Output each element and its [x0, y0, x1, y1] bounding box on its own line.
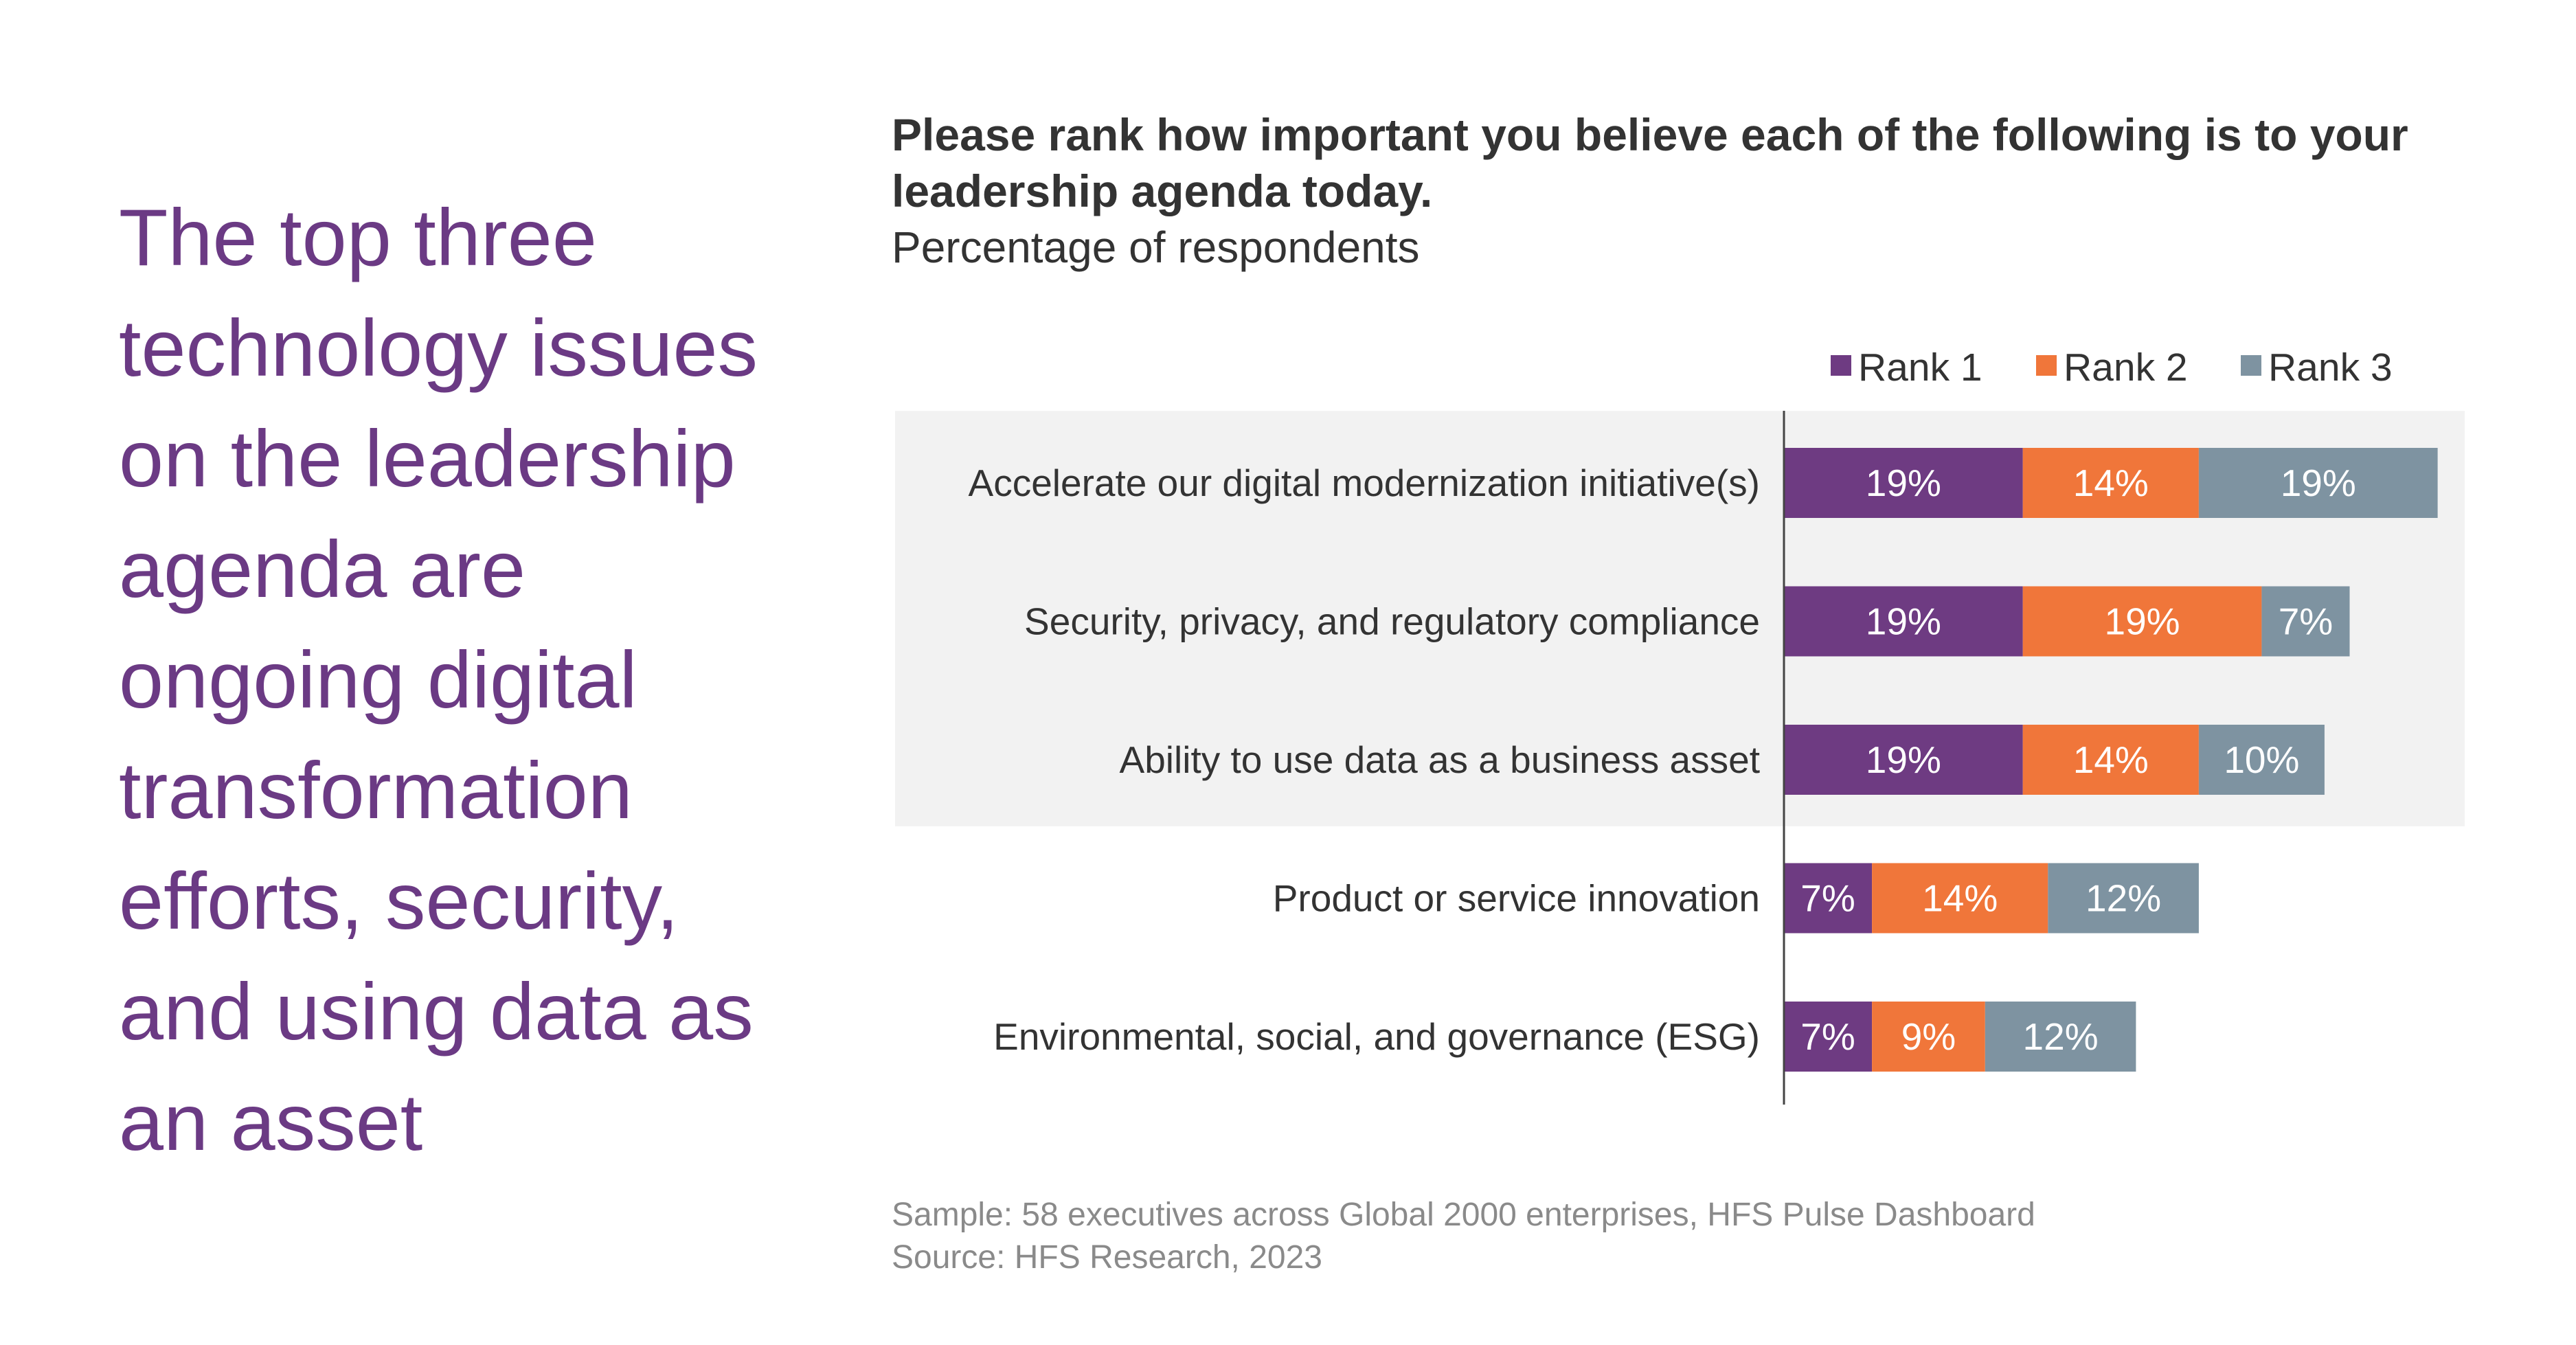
bar-segment-rank-1: [1784, 448, 2023, 518]
data-label: 14%: [2073, 738, 2149, 781]
category-labels-layer: Accelerate our digital modernization ini…: [969, 462, 1760, 1058]
data-label: 19%: [2281, 462, 2356, 504]
data-label: 7%: [1800, 877, 1855, 920]
bar-segment-rank-1: [1784, 863, 1873, 934]
data-label: 19%: [1866, 600, 1941, 643]
bar-segment-rank-3: [2198, 725, 2325, 795]
category-label: Accelerate our digital modernization ini…: [969, 462, 1760, 504]
footnotes: Sample: 58 executives across Global 2000…: [892, 1194, 2035, 1279]
data-label: 19%: [1866, 462, 1941, 504]
bar-segment-rank-2: [1872, 1002, 1985, 1072]
headline: The top three technology issues on the l…: [119, 192, 758, 1167]
sample-note: Sample: 58 executives across Global 2000…: [892, 1197, 2035, 1233]
bar-segment-rank-2: [2022, 586, 2262, 657]
data-label: 7%: [2279, 600, 2334, 643]
data-label: 7%: [1800, 1015, 1855, 1058]
data-label: 12%: [2086, 877, 2161, 920]
legend-swatch: [1831, 355, 1851, 376]
source-note: Source: HFS Research, 2023: [892, 1239, 1322, 1276]
data-label: 14%: [2073, 462, 2149, 504]
data-label: 19%: [1866, 738, 1941, 781]
bar-segment-rank-3: [1985, 1002, 2136, 1072]
bar-segment-rank-3: [2261, 586, 2350, 657]
data-label: 10%: [2224, 738, 2299, 781]
legend-label: Rank 3: [2268, 346, 2393, 389]
bar-segment-rank-1: [1784, 1002, 1873, 1072]
category-label: Product or service innovation: [1273, 877, 1760, 920]
category-label: Environmental, social, and governance (E…: [993, 1015, 1760, 1058]
bars-layer: 19% 14% 19% 19% 19% 7% 19% 14% 10% 7% 14% 12% 7% 9% 12…: [1784, 448, 2438, 1072]
bar-segment-rank-2: [1872, 863, 2048, 934]
legend-swatch: [2241, 355, 2261, 376]
data-label: 9%: [1901, 1015, 1956, 1058]
bar-segment-rank-3: [2048, 863, 2199, 934]
legend-swatch: [2036, 355, 2057, 376]
chart-subtitle: Percentage of respondents: [892, 223, 1420, 272]
category-label: Security, privacy, and regulatory compli…: [1024, 600, 1760, 643]
data-label: 19%: [2105, 600, 2180, 643]
legend-label: Rank 1: [1858, 346, 1982, 389]
chart-question-title: Please rank how important you believe ea…: [892, 109, 2408, 216]
bar-segment-rank-2: [2022, 725, 2199, 795]
legend: Rank 1 Rank 2 Rank 3: [1831, 346, 2393, 389]
data-label: 12%: [2023, 1015, 2099, 1058]
bar-segment-rank-1: [1784, 725, 2023, 795]
category-label: Ability to use data as a business asset: [1120, 738, 1760, 781]
bar-segment-rank-3: [2198, 448, 2438, 518]
legend-label: Rank 2: [2064, 346, 2188, 389]
bar-segment-rank-2: [2022, 448, 2199, 518]
data-label: 14%: [1922, 877, 1998, 920]
bar-segment-rank-1: [1784, 586, 2023, 657]
